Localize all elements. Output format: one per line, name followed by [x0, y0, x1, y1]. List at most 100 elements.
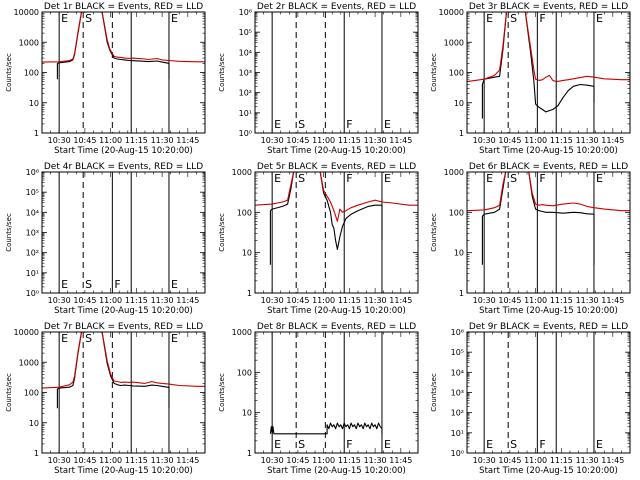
- y-tick-label: 1000: [232, 168, 252, 177]
- x-tick-label: 10:45: [73, 456, 96, 465]
- interval-marker-label: E: [384, 172, 391, 185]
- y-tick-label: 100: [449, 208, 464, 217]
- detector-panel: Det 5r BLACK = Events, RED = LLD Start Ti…: [218, 162, 419, 316]
- x-tick-label: 11:00: [99, 296, 122, 305]
- y-tick-label: 10⁵: [451, 348, 464, 357]
- interval-marker-label: S: [85, 278, 92, 291]
- x-tick-label: 11:00: [99, 136, 122, 145]
- x-tick-label: 11:30: [576, 296, 599, 305]
- detector-panel: Det 6r BLACK = Events, RED = LLD Start Ti…: [430, 162, 631, 316]
- y-tick-label: 10¹: [451, 429, 464, 438]
- interval-marker-label-bg: [273, 439, 282, 450]
- interval-marker-label-bg: [509, 13, 518, 24]
- lld-series-line: [255, 172, 418, 222]
- interval-marker-label: S: [510, 12, 517, 25]
- y-tick-label: 10⁴: [451, 368, 464, 377]
- x-tick-label: 11:30: [364, 296, 387, 305]
- y-tick-label: 10¹: [26, 269, 39, 278]
- detector-panel: Det 3r BLACK = Events, RED = LLD Start Ti…: [430, 2, 631, 156]
- x-tick-label: 11:30: [151, 456, 174, 465]
- interval-marker-label: E: [274, 438, 281, 451]
- y-tick-label: 10⁵: [239, 28, 252, 37]
- x-axis-label: Start Time (20-Aug-15 10:20:00): [267, 306, 406, 316]
- interval-marker-label-bg: [509, 173, 518, 184]
- plot-frame: [254, 331, 419, 454]
- detector-panel: Det 4r BLACK = Events, RED = LLD Start Ti…: [5, 162, 206, 316]
- detector-panel: Det 2r BLACK = Events, RED = LLD Start Ti…: [218, 2, 419, 156]
- y-tick-label: 10: [242, 409, 252, 418]
- x-tick-label: 11:30: [576, 136, 599, 145]
- interval-marker-label-bg: [60, 279, 69, 290]
- interval-marker-label-bg: [297, 439, 306, 450]
- interval-marker-label-bg: [538, 173, 547, 184]
- interval-marker-label: E: [384, 438, 391, 451]
- y-tick-label: 1000: [19, 38, 39, 47]
- x-tick-label: 11:15: [125, 136, 148, 145]
- x-tick-label: 10:45: [498, 456, 521, 465]
- events-series-line: [481, 172, 595, 265]
- interval-marker-label-bg: [485, 439, 494, 450]
- x-tick-label: 10:30: [48, 456, 71, 465]
- x-tick-label: 10:30: [261, 136, 284, 145]
- interval-marker-label: E: [274, 172, 281, 185]
- x-tick-label: 11:45: [176, 136, 199, 145]
- x-tick-label: 11:45: [176, 296, 199, 305]
- x-tick-label: 11:45: [601, 136, 624, 145]
- y-tick-label: 10⁶: [451, 328, 464, 337]
- y-tick-label: 100: [24, 389, 39, 398]
- y-axis-label: Counts/sec: [5, 373, 13, 412]
- events-series-line: [481, 12, 595, 119]
- y-axis-label: Counts/sec: [218, 213, 226, 252]
- x-tick-label: 10:30: [473, 136, 496, 145]
- interval-marker-label: E: [61, 12, 68, 25]
- x-tick-label: 11:15: [338, 296, 361, 305]
- panel-title: Det 5r BLACK = Events, RED = LLD: [257, 162, 416, 172]
- x-tick-label: 11:45: [389, 136, 412, 145]
- interval-marker-label: S: [85, 332, 92, 345]
- x-tick-label: 11:15: [550, 136, 573, 145]
- y-tick-label: 10¹: [239, 109, 252, 118]
- x-tick-label: 10:45: [286, 296, 309, 305]
- interval-marker-label: S: [510, 438, 517, 451]
- y-tick-label: 10³: [26, 229, 39, 238]
- y-tick-label: 10: [454, 99, 464, 108]
- interval-marker-label-bg: [382, 119, 391, 130]
- y-tick-label: 10⁴: [26, 208, 39, 217]
- x-tick-label: 11:45: [389, 456, 412, 465]
- x-tick-label: 11:15: [550, 456, 573, 465]
- interval-marker-label: E: [384, 118, 391, 131]
- y-tick-label: 10⁶: [26, 168, 39, 177]
- x-tick-label: 10:30: [473, 296, 496, 305]
- y-tick-label: 10⁵: [26, 188, 39, 197]
- y-axis-label: Counts/sec: [430, 213, 438, 252]
- y-tick-label: 10⁴: [239, 48, 252, 57]
- y-tick-label: 100: [237, 208, 252, 217]
- interval-marker-label: E: [596, 12, 603, 25]
- x-tick-label: 11:45: [176, 456, 199, 465]
- interval-marker-label-bg: [297, 119, 306, 130]
- interval-marker-label-bg: [594, 173, 603, 184]
- y-tick-label: 1: [34, 129, 39, 138]
- panel-title: Det 3r BLACK = Events, RED = LLD: [469, 2, 628, 12]
- x-tick-label: 10:45: [286, 136, 309, 145]
- panel-title: Det 7r BLACK = Events, RED = LLD: [44, 322, 203, 332]
- y-tick-label: 10²: [451, 409, 464, 418]
- detector-panel: Det 8r BLACK = Events, RED = LLD Start Ti…: [218, 322, 419, 476]
- y-axis-label: Counts/sec: [430, 53, 438, 92]
- y-tick-label: 1000: [232, 328, 252, 337]
- interval-marker-label: F: [539, 172, 545, 185]
- lld-series-line: [467, 12, 630, 83]
- y-tick-label: 10: [242, 249, 252, 258]
- interval-marker-label: E: [61, 332, 68, 345]
- interval-marker-label: F: [114, 278, 120, 291]
- x-tick-label: 11:30: [364, 136, 387, 145]
- x-tick-label: 10:30: [261, 296, 284, 305]
- interval-marker-label: E: [596, 172, 603, 185]
- interval-marker-label-bg: [169, 13, 178, 24]
- interval-marker-label-bg: [84, 279, 93, 290]
- lld-series-line: [467, 172, 630, 212]
- y-tick-label: 10000: [14, 328, 39, 337]
- y-tick-label: 1000: [19, 358, 39, 367]
- lld-series-line: [42, 332, 205, 389]
- y-axis-label: Counts/sec: [430, 373, 438, 412]
